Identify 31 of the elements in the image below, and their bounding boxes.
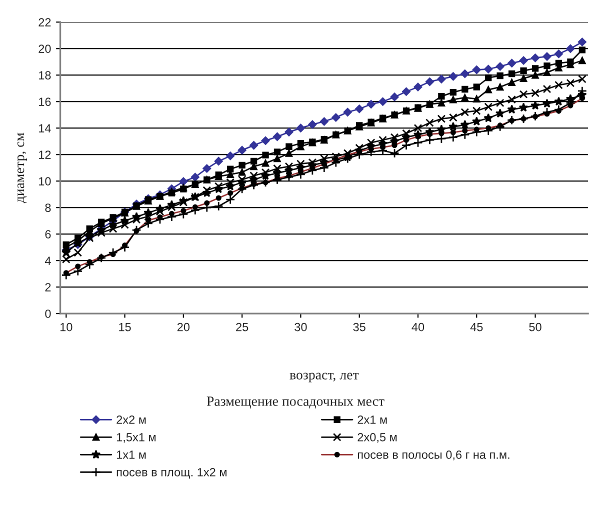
x-tick-label: 30 [294, 322, 307, 332]
x-tick-label: 25 [236, 322, 248, 332]
x-tick-label: 20 [177, 322, 190, 332]
x-tick-label: 45 [470, 323, 483, 332]
y-tick-label: 8 [45, 204, 51, 212]
y-axis-title: диаметр, см [18, 132, 28, 204]
x-tick-label: 15 [119, 323, 131, 332]
legend-label: посев в полосы 0,6 г на п.м. [358, 450, 510, 460]
y-tick-label: 22 [38, 18, 51, 26]
y-tick-label: 18 [39, 71, 51, 80]
y-tick-label: 6 [45, 230, 51, 238]
legend-label: 1,5х1 м [116, 433, 156, 443]
x-tick-label: 35 [353, 322, 366, 332]
legend-title: Размещение посадочных мест [206, 396, 384, 409]
y-tick-label: 4 [44, 256, 51, 265]
x-tick-label: 10 [60, 322, 72, 332]
y-tick-label: 14 [39, 124, 51, 132]
legend-label: 2х2 м [116, 416, 146, 424]
y-tick-label: 10 [39, 177, 51, 186]
y-tick-label: 12 [39, 150, 51, 159]
x-tick-label: 40 [412, 322, 424, 332]
x-tick-label: 50 [529, 322, 542, 332]
legend-label: 1х1 м [116, 450, 146, 459]
legend-label: посев в площ. 1х2 м [116, 468, 226, 479]
x-axis-title: возраст, лет [290, 372, 359, 382]
y-tick-label: 16 [39, 98, 51, 106]
legend-label: 2х0,5 м [358, 433, 397, 443]
legend-label: 2х1 м [358, 416, 387, 424]
y-tick-label: 2 [45, 283, 51, 292]
y-tick-label: 0 [45, 310, 51, 318]
y-tick-label: 20 [38, 44, 51, 53]
